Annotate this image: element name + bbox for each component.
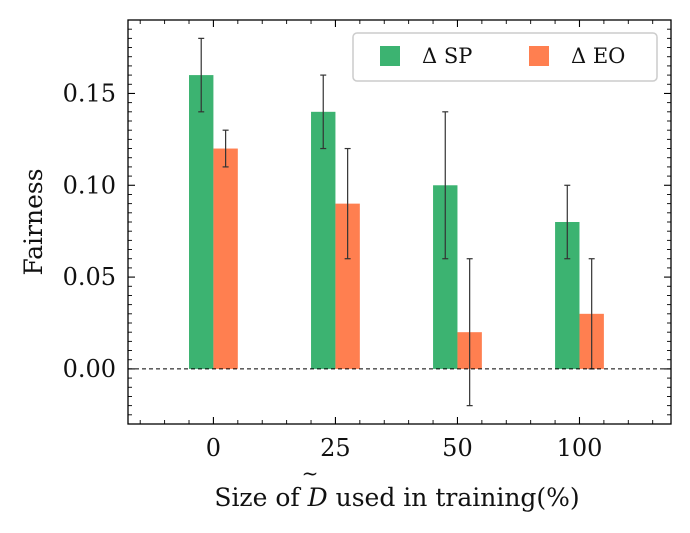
tilde-accent: ~ [302,461,319,485]
legend-swatch-sp [380,46,400,66]
bar-sp-25 [311,111,336,369]
y-tick-label: 0.10 [63,171,116,199]
x-axis-label-symbol: D [307,483,328,512]
error-bar-eo-0 [222,129,229,168]
y-axis-label: Fairness [19,168,48,275]
error-bar-sp-25 [320,74,327,150]
error-bar-sp-50 [442,111,449,260]
x-tick-label-25: 25 [320,434,351,462]
legend-label-sp: Δ SP [422,44,472,68]
error-bar-eo-25 [344,147,351,260]
y-tick-label: 0.00 [63,355,116,383]
error-bar-sp-100 [564,184,571,260]
x-tick-label-0: 0 [206,434,221,462]
error-bar-sp-0 [198,37,205,113]
y-tick-label: 0.05 [63,263,116,291]
legend-swatch-eo [529,46,549,66]
y-tick-label: 0.15 [63,79,116,107]
legend-box [352,32,658,82]
x-tick-label-100: 100 [557,434,603,462]
plot-area: 0.00 0.05 0.10 0.15 0 25 50 100 [63,19,672,462]
bar-sp-0 [189,75,214,369]
x-axis-label-suffix: used in training(%) [328,483,580,512]
x-tick-label-50: 50 [442,434,473,462]
bar-eo-0 [213,148,238,369]
svg-text:Size of D used in training(%): Size of D used in training(%) [214,483,579,512]
x-axis-label-prefix: Size of [214,483,307,512]
legend-label-eo: Δ EO [571,44,625,68]
legend: Δ SP Δ EO [352,32,658,82]
x-axis-label: Size of D used in training(%) ~ [214,461,579,512]
error-bar-eo-50 [466,258,473,407]
